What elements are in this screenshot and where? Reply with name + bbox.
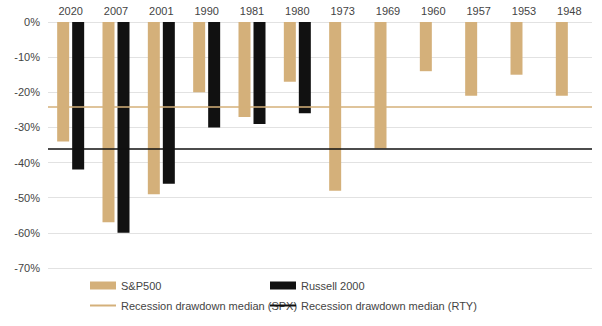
svg-text:1981: 1981 xyxy=(240,5,264,17)
svg-text:1969: 1969 xyxy=(376,5,400,17)
svg-text:Recession drawdown median (SPX: Recession drawdown median (SPX) xyxy=(121,300,297,312)
svg-text:2007: 2007 xyxy=(104,5,128,17)
svg-text:0%: 0% xyxy=(24,16,40,28)
svg-text:-10%: -10% xyxy=(14,51,40,63)
svg-text:-70%: -70% xyxy=(14,262,40,274)
svg-text:Recession drawdown median (RTY: Recession drawdown median (RTY) xyxy=(301,300,477,312)
svg-text:1953: 1953 xyxy=(512,5,536,17)
svg-text:2020: 2020 xyxy=(58,5,82,17)
svg-text:Russell 2000: Russell 2000 xyxy=(301,280,365,292)
svg-text:-20%: -20% xyxy=(14,86,40,98)
svg-text:1948: 1948 xyxy=(557,5,581,17)
svg-text:-30%: -30% xyxy=(14,121,40,133)
svg-text:1980: 1980 xyxy=(285,5,309,17)
svg-text:-50%: -50% xyxy=(14,192,40,204)
svg-text:S&P500: S&P500 xyxy=(121,280,161,292)
svg-text:1960: 1960 xyxy=(421,5,445,17)
svg-text:1990: 1990 xyxy=(194,5,218,17)
svg-text:-40%: -40% xyxy=(14,157,40,169)
svg-text:1957: 1957 xyxy=(466,5,490,17)
svg-text:1973: 1973 xyxy=(330,5,354,17)
svg-text:-60%: -60% xyxy=(14,227,40,239)
svg-text:2001: 2001 xyxy=(149,5,173,17)
